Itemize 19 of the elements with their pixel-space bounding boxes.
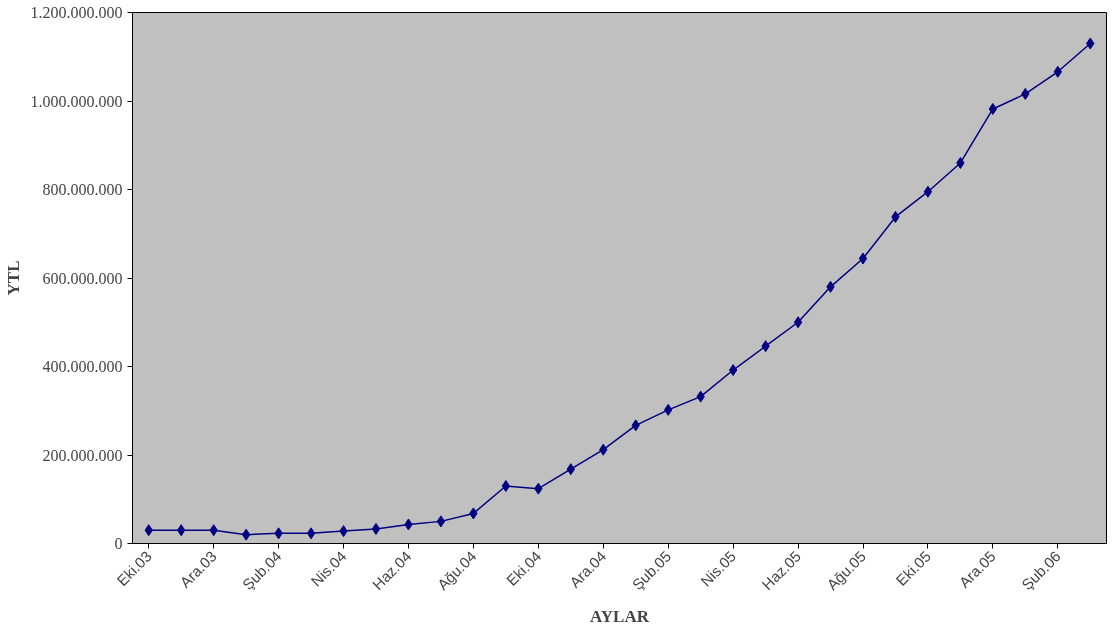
point (923, 185, 933, 198)
x-axis-title: AYLAR (590, 607, 650, 627)
point (501, 479, 511, 492)
point (371, 522, 381, 535)
y-tick-label: 1.200.000.000 (30, 4, 123, 21)
y-tick-label: 600.000.000 (42, 269, 123, 287)
point (241, 528, 251, 541)
y-tick-label: 200.000.000 (42, 446, 123, 464)
y-axis-title: YTL (3, 260, 23, 296)
point (436, 515, 446, 528)
y-tick-label: 1.000.000.000 (30, 92, 123, 110)
y-tick-label: 0 (114, 535, 123, 552)
point (728, 364, 738, 377)
point (988, 102, 998, 115)
point (306, 527, 316, 540)
point (793, 316, 803, 329)
y-tick-label: 800.000.000 (42, 181, 123, 198)
y-tick-label: 400.000.000 (42, 358, 123, 375)
point (858, 252, 868, 265)
